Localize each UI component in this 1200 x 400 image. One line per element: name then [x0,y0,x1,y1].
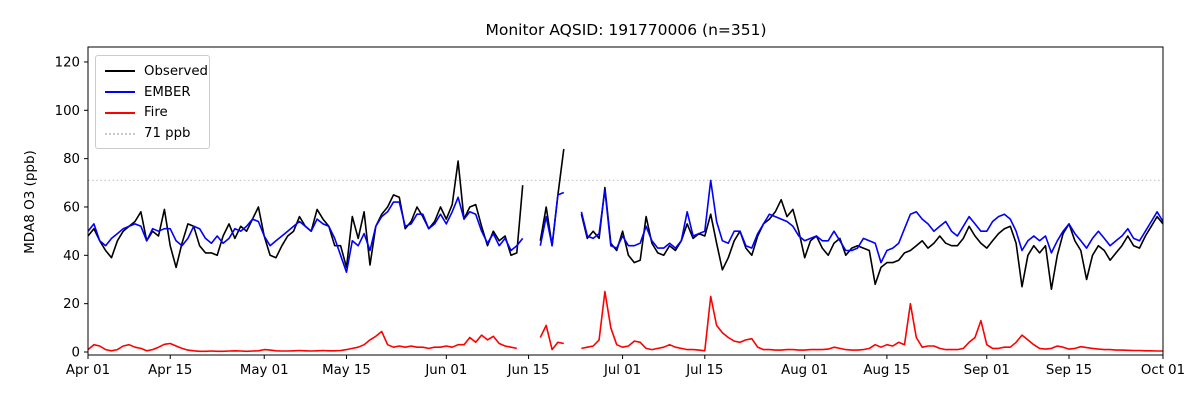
fire-line [581,290,1163,352]
observed-line [580,186,1164,291]
legend-item-observed: Observed [96,61,209,82]
legend-item-threshold: 71 ppb [96,123,209,144]
observed-line [87,160,524,269]
x-tick-label: Sep 15 [1046,363,1092,378]
chart-title: Monitor AQSID: 191770006 (n=351) [485,21,767,39]
legend-item-fire: Fire [96,103,209,124]
ember-line [87,196,524,274]
y-tick-label: 40 [63,249,80,264]
legend-label-ember: EMBER [144,84,191,100]
ember-line [539,191,565,247]
ember-line-swatch [105,91,135,94]
x-tick-label: May 15 [322,363,371,378]
y-tick-label: 120 [55,55,80,70]
y-tick-label: 20 [63,297,80,312]
legend-label-fire: Fire [144,105,168,121]
x-tick-label: Apr 01 [66,363,110,378]
legend: Observed EMBER Fire 71 ppb [95,55,210,150]
x-tick-label: Aug 15 [863,363,910,378]
x-tick-label: Apr 15 [148,363,192,378]
y-tick-label: 60 [63,200,80,215]
x-tick-label: Jul 15 [685,363,723,378]
y-tick-label: 80 [63,152,80,167]
plot-border [87,46,1164,356]
observed-line-swatch [105,70,135,73]
fire-line [539,324,564,351]
x-tick-label: Jul 01 [603,363,641,378]
x-tick-label: Sep 01 [964,363,1010,378]
ember-line [580,179,1164,264]
threshold-line-swatch [105,132,135,135]
legend-label-observed: Observed [144,63,208,79]
fire-line-swatch [105,111,135,114]
x-tick-label: Oct 01 [1141,363,1185,378]
legend-label-threshold: 71 ppb [144,126,191,142]
x-tick-label: Jun 01 [424,363,467,378]
y-tick-label: 100 [55,104,80,119]
legend-item-ember: EMBER [96,82,209,103]
x-tick-label: Jun 15 [507,363,550,378]
y-axis-label: MDA8 O3 (ppb) [22,150,38,254]
x-tick-label: Aug 01 [781,363,828,378]
fire-line [87,330,517,353]
x-tick-label: May 01 [240,363,289,378]
y-tick-label: 0 [72,346,80,361]
